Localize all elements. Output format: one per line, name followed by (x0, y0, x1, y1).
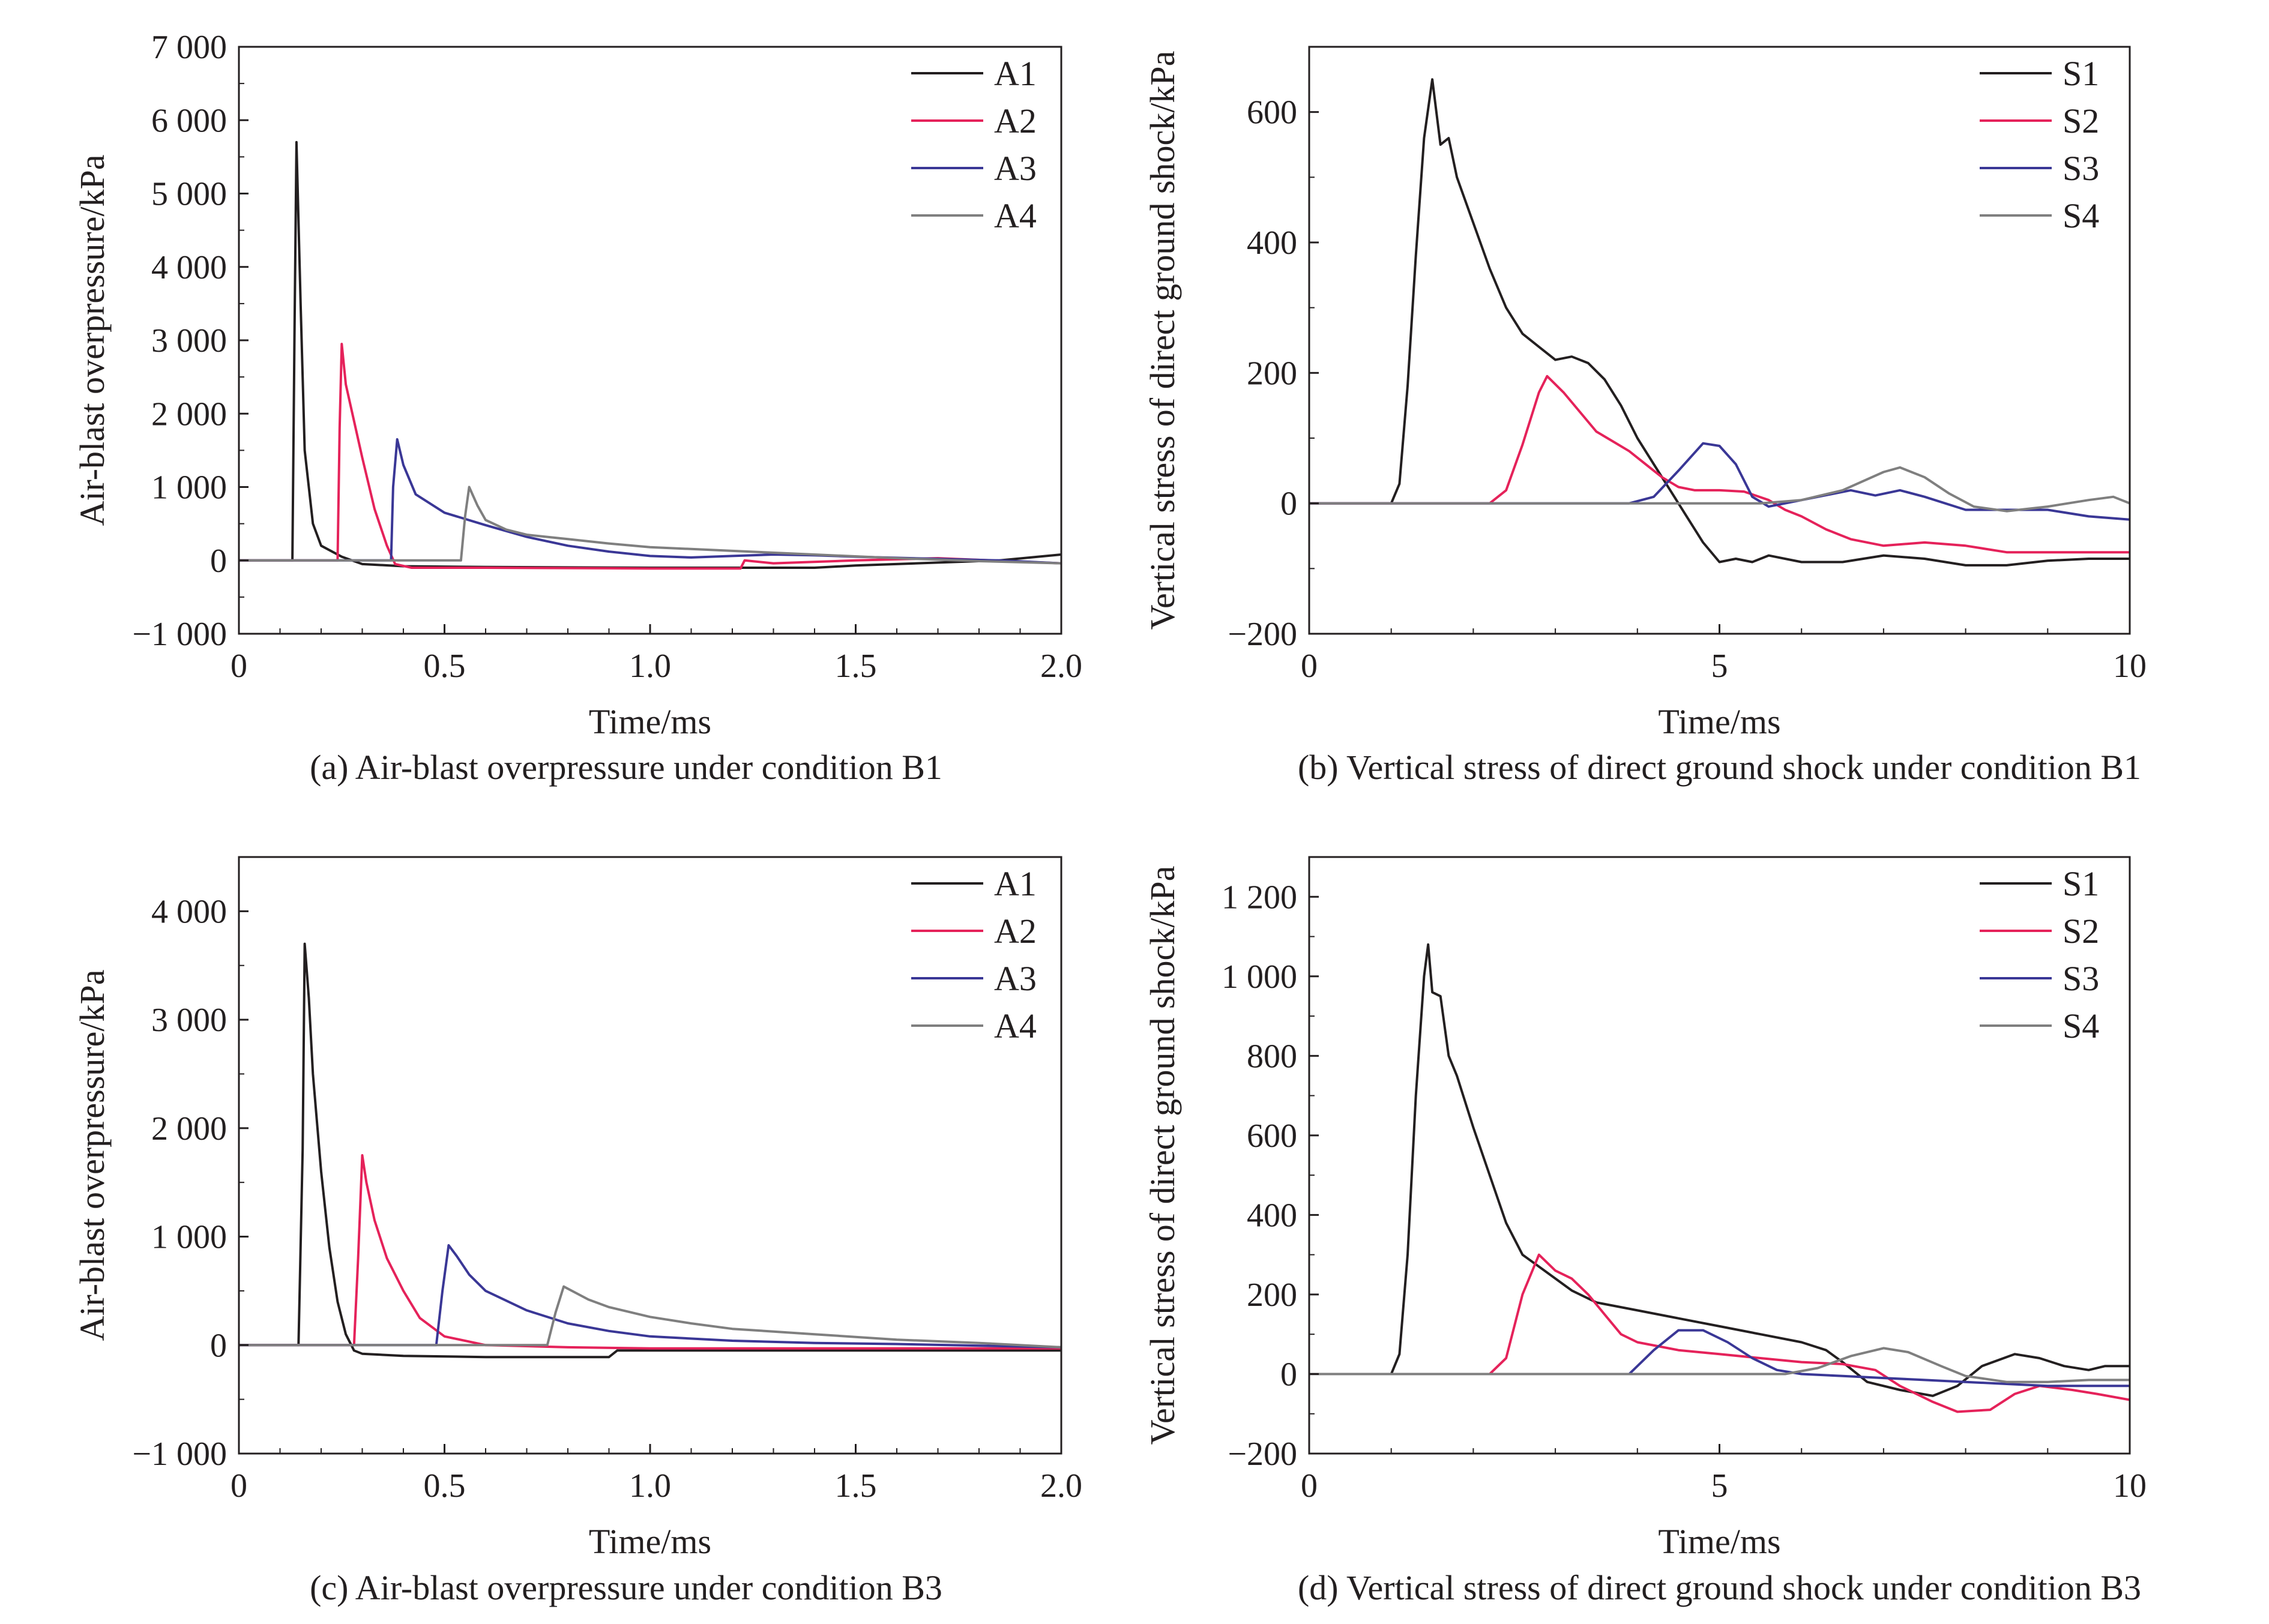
y-axis-label: Air-blast overpressure/kPa (73, 970, 112, 1341)
y-tick-label: −200 (1228, 616, 1297, 653)
x-axis-label: Time/ms (1658, 702, 1780, 741)
y-tick-label: 0 (210, 1327, 227, 1364)
legend: A1 A2 A3 A4 (911, 864, 1037, 1045)
plot-frame (238, 46, 1062, 635)
series-line-s2 (1309, 1253, 2130, 1413)
y-tick-label: 1 000 (151, 1219, 227, 1256)
x-tick-label: 5 (1711, 1467, 1728, 1505)
x-tick-label: 1.5 (835, 1467, 877, 1505)
legend-label-s1: S1 (2063, 864, 2099, 903)
y-tick-label: 0 (1280, 486, 1297, 523)
legend-label-a1: A1 (994, 54, 1037, 93)
y-tick-label: 7 000 (151, 29, 227, 66)
series-line-a4 (239, 1285, 1061, 1349)
y-tick-label: 0 (210, 543, 227, 580)
legend-label-s2: S2 (2063, 101, 2099, 140)
series-line-s2 (1309, 374, 2130, 554)
series-line-s3 (1309, 1329, 2130, 1388)
legend: A1 A2 A3 A4 (911, 54, 1037, 235)
legend-label-a3: A3 (994, 149, 1037, 188)
y-tick-label: 400 (1247, 224, 1297, 262)
y-tick-label: −200 (1228, 1436, 1297, 1473)
y-tick-label: 5 000 (151, 176, 227, 213)
x-tick-label: 10 (2113, 1467, 2147, 1505)
y-tick-label: 3 000 (151, 1002, 227, 1039)
legend-label-a4: A4 (994, 1006, 1037, 1045)
x-tick-label: 1.5 (835, 648, 877, 685)
panel-caption: (c) Air-blast overpressure under conditi… (310, 1568, 942, 1607)
x-axis-label: Time/ms (589, 1522, 711, 1561)
legend-label-s1: S1 (2063, 54, 2099, 93)
series-line-s1 (1309, 78, 2130, 567)
x-axis-label: Time/ms (589, 702, 711, 741)
y-tick-label: 600 (1247, 94, 1297, 131)
y-tick-label: −1 000 (132, 1436, 227, 1473)
series-line-a3 (239, 1244, 1061, 1349)
y-axis-label: Vertical stress of direct ground shock/k… (1143, 51, 1182, 630)
series-line-a4 (239, 486, 1061, 565)
x-tick-label: 1.0 (629, 1467, 671, 1505)
y-axis-label: Air-blast overpressure/kPa (73, 155, 112, 526)
y-tick-label: −1 000 (132, 616, 227, 653)
x-tick-label: 2.0 (1040, 1467, 1082, 1505)
series-line-s1 (1309, 943, 2130, 1397)
y-tick-label: 2 000 (151, 395, 227, 433)
y-tick-label: 1 000 (1222, 958, 1297, 996)
y-tick-label: 400 (1247, 1197, 1297, 1234)
x-tick-label: 1.0 (629, 648, 671, 685)
series-line-a2 (239, 343, 1061, 570)
x-tick-label: 0 (231, 648, 247, 685)
series-line-a2 (239, 1154, 1061, 1350)
legend-label-a4: A4 (994, 196, 1037, 235)
legend-label-s3: S3 (2063, 149, 2099, 188)
x-tick-label: 0.5 (424, 1467, 466, 1505)
legend-label-s4: S4 (2063, 196, 2099, 235)
series-line-s3 (1309, 442, 2130, 521)
y-tick-label: 4 000 (151, 893, 227, 930)
legend: S1 S2 S3 S4 (1980, 54, 2099, 235)
series-line-s4 (1309, 466, 2130, 513)
panel-caption: (b) Vertical stress of direct ground sho… (1298, 748, 2141, 787)
y-tick-label: 2 000 (151, 1110, 227, 1147)
x-axis-label: Time/ms (1658, 1522, 1780, 1561)
y-tick-label: 200 (1247, 355, 1297, 392)
y-tick-label: 800 (1247, 1038, 1297, 1075)
y-tick-label: 200 (1247, 1277, 1297, 1314)
panel-caption: (a) Air-blast overpressure under conditi… (310, 748, 942, 787)
plot-frame (1308, 856, 2131, 1455)
legend-label-s2: S2 (2063, 912, 2099, 951)
series-line-s4 (1309, 1347, 2130, 1383)
panel-caption: (d) Vertical stress of direct ground sho… (1298, 1568, 2141, 1607)
x-tick-label: 5 (1711, 648, 1728, 685)
x-tick-label: 0 (1301, 648, 1318, 685)
y-tick-label: 1 200 (1222, 879, 1297, 916)
x-tick-label: 2.0 (1040, 648, 1082, 685)
x-tick-label: 0.5 (424, 648, 466, 685)
legend-label-a1: A1 (994, 864, 1037, 903)
y-tick-label: 0 (1280, 1356, 1297, 1393)
legend: S1 S2 S3 S4 (1980, 864, 2099, 1045)
legend-label-a2: A2 (994, 101, 1037, 140)
y-axis-label: Vertical stress of direct ground shock/k… (1143, 866, 1182, 1445)
legend-label-s3: S3 (2063, 959, 2099, 998)
legend-label-a2: A2 (994, 912, 1037, 951)
y-tick-label: 6 000 (151, 102, 227, 139)
x-tick-label: 0 (1301, 1467, 1318, 1505)
x-tick-label: 0 (231, 1467, 247, 1505)
series-line-a1 (239, 140, 1061, 569)
y-tick-label: 1 000 (151, 469, 227, 507)
plot-frame (1308, 46, 2131, 635)
legend-label-s4: S4 (2063, 1006, 2099, 1045)
y-tick-label: 600 (1247, 1117, 1297, 1155)
legend-label-a3: A3 (994, 959, 1037, 998)
y-tick-label: 4 000 (151, 249, 227, 286)
x-tick-label: 10 (2113, 648, 2147, 685)
series-line-a1 (239, 942, 1061, 1359)
y-tick-label: 3 000 (151, 322, 227, 359)
